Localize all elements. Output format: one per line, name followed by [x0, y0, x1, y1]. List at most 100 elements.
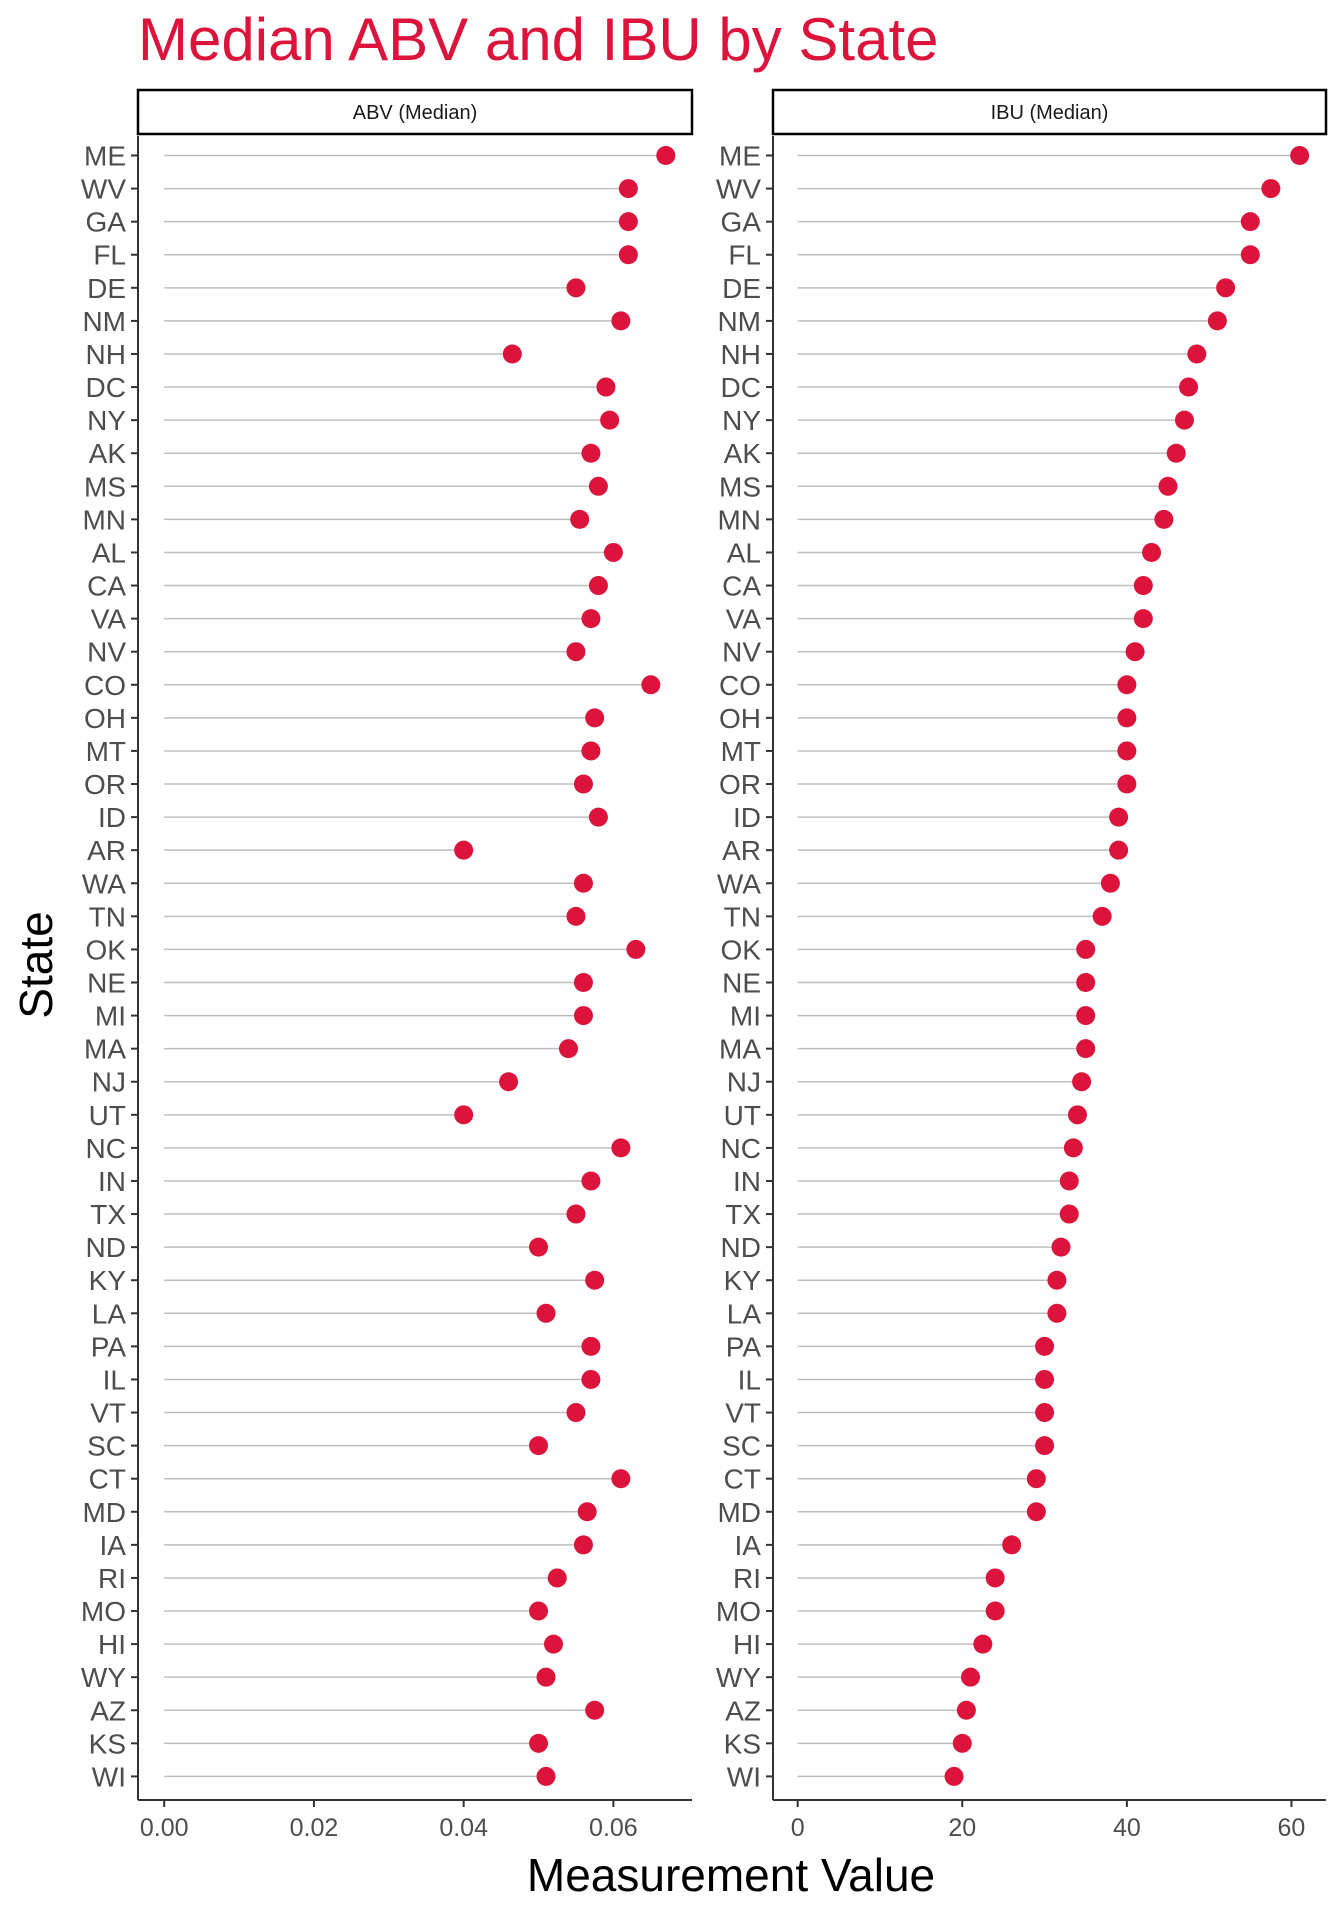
y-tick-label: HI — [98, 1629, 126, 1660]
y-tick-label: NE — [722, 968, 761, 999]
y-tick-label: MA — [84, 1034, 126, 1065]
data-point — [641, 675, 661, 695]
y-tick-label: IN — [98, 1166, 126, 1197]
y-tick-label: TN — [724, 901, 761, 932]
data-point — [573, 973, 593, 992]
y-tick-label: TX — [90, 1199, 126, 1230]
data-point — [1133, 576, 1153, 596]
panel-strip-label: ABV (Median) — [353, 102, 478, 124]
y-tick-label: LA — [727, 1298, 762, 1329]
data-point — [1051, 1237, 1071, 1257]
data-point — [581, 609, 601, 629]
data-point — [1035, 1403, 1055, 1423]
y-tick-label: DC — [86, 372, 126, 403]
y-tick-label: UT — [89, 1100, 126, 1131]
data-point — [1063, 1138, 1083, 1158]
data-point — [454, 1105, 474, 1125]
y-tick-label: IL — [738, 1364, 761, 1395]
data-point — [573, 774, 593, 794]
y-tick-label: IA — [100, 1530, 127, 1561]
x-tick-label: 0.00 — [140, 1814, 189, 1842]
y-tick-label: AZ — [90, 1695, 126, 1726]
data-point — [570, 509, 590, 529]
data-point — [577, 1502, 597, 1522]
y-tick-label: MO — [716, 1596, 761, 1627]
data-point — [1142, 542, 1162, 562]
data-point — [1076, 1039, 1096, 1059]
y-tick-label: MS — [719, 471, 761, 502]
data-point — [1026, 1469, 1046, 1489]
y-tick-label: NJ — [92, 1067, 126, 1098]
data-point — [1002, 1535, 1022, 1555]
y-tick-label: MO — [81, 1596, 126, 1627]
y-tick-label: ID — [98, 802, 126, 833]
y-tick-label: OK — [86, 934, 127, 965]
y-tick-label: ND — [86, 1232, 126, 1263]
x-axis-title: Measurement Value — [527, 1849, 935, 1901]
data-point — [588, 476, 608, 496]
data-point — [1109, 807, 1129, 827]
y-tick-label: HI — [733, 1629, 761, 1660]
data-point — [566, 906, 586, 926]
y-tick-label: MD — [82, 1497, 126, 1528]
y-tick-label: MN — [717, 504, 761, 535]
data-point — [536, 1667, 556, 1687]
chart-title: Median ABV and IBU by State — [138, 6, 938, 73]
data-point — [1174, 410, 1194, 430]
y-tick-label: ME — [84, 141, 126, 172]
y-tick-label: NY — [87, 405, 126, 436]
data-point — [1047, 1303, 1067, 1323]
x-tick-label: 0.04 — [439, 1814, 488, 1842]
data-point — [1076, 1006, 1096, 1026]
x-tick-label: 60 — [1278, 1814, 1306, 1842]
data-point — [499, 1072, 519, 1092]
y-tick-label: DC — [721, 372, 761, 403]
data-point — [588, 576, 608, 596]
y-tick-label: WI — [727, 1761, 761, 1792]
data-point — [566, 1403, 586, 1423]
panel-strip — [771, 88, 1328, 136]
x-tick-label: 20 — [948, 1814, 976, 1842]
x-tick-label: 40 — [1113, 1814, 1141, 1842]
y-tick-label: WV — [716, 174, 761, 205]
y-tick-label: KY — [724, 1265, 762, 1296]
y-tick-label: NV — [87, 637, 126, 668]
y-tick-label: WI — [92, 1761, 126, 1792]
data-point — [536, 1766, 556, 1786]
y-tick-label: VA — [91, 604, 127, 635]
y-tick-label: AL — [727, 537, 761, 568]
data-point — [1133, 609, 1153, 629]
data-point — [529, 1436, 549, 1456]
data-point — [529, 1601, 549, 1621]
data-point — [1261, 179, 1281, 199]
data-point — [656, 146, 676, 165]
data-point — [1035, 1436, 1055, 1456]
data-point — [1035, 1369, 1055, 1389]
data-point — [1166, 443, 1186, 463]
data-point — [611, 1469, 631, 1489]
data-point — [961, 1667, 980, 1687]
panel-strip — [136, 88, 694, 136]
y-tick-label: WY — [716, 1662, 761, 1693]
data-point — [1109, 840, 1129, 860]
x-tick-label: 0.06 — [589, 1814, 638, 1842]
y-tick-label: CA — [722, 571, 761, 602]
data-point — [1026, 1502, 1046, 1522]
data-point — [581, 1369, 601, 1389]
data-point — [1076, 973, 1096, 992]
y-tick-label: MS — [84, 471, 126, 502]
data-point — [596, 377, 616, 397]
y-tick-label: PA — [726, 1331, 762, 1362]
y-tick-label: KY — [89, 1265, 127, 1296]
data-point — [581, 1336, 601, 1356]
y-tick-label: MI — [95, 1001, 126, 1032]
data-point — [581, 443, 601, 463]
data-point — [985, 1601, 1005, 1621]
y-tick-label: OH — [719, 703, 761, 734]
y-tick-label: FL — [728, 240, 761, 271]
data-point — [1067, 1105, 1087, 1125]
data-point — [581, 741, 601, 761]
y-tick-label: RI — [733, 1563, 761, 1594]
y-tick-label: OR — [84, 769, 126, 800]
data-point — [956, 1700, 976, 1720]
